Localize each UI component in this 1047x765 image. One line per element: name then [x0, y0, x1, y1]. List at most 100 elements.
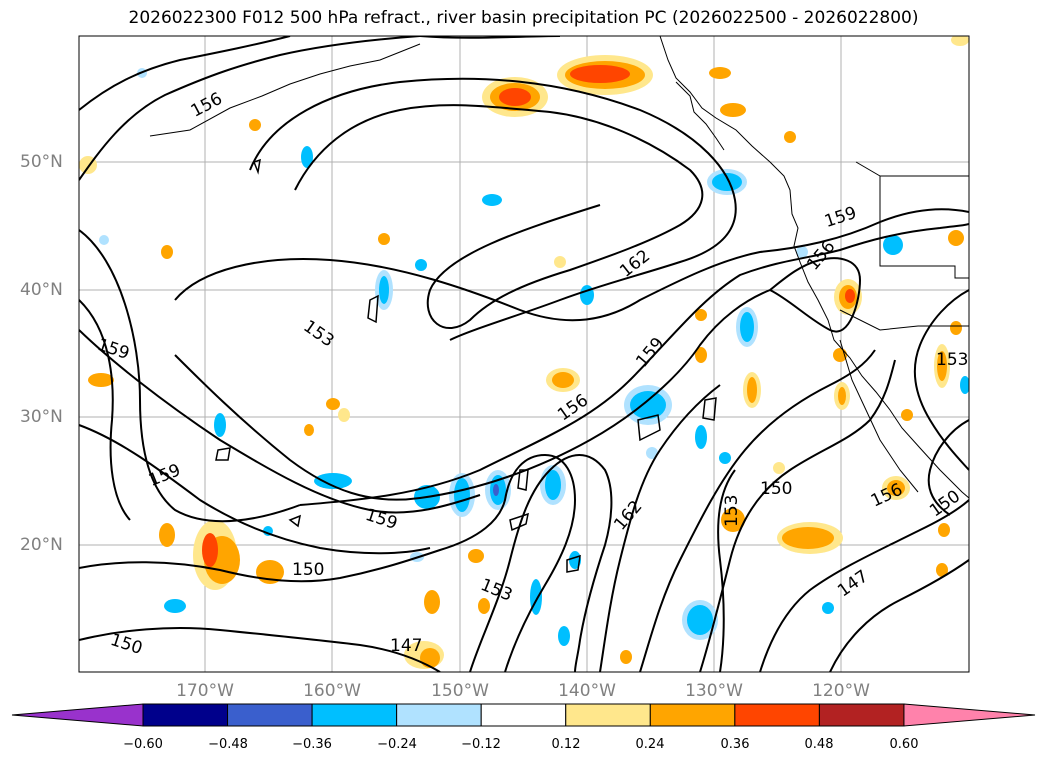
- contour-fragment: [288, 514, 302, 528]
- precip-patch: [552, 372, 574, 388]
- colorbar-swatch: [818, 703, 905, 727]
- contour-153-east: [913, 289, 969, 471]
- contour-label: 147: [390, 636, 422, 656]
- colorbar-swatch: [734, 703, 820, 727]
- contour-156-southeast: [699, 359, 896, 672]
- colorbar-swatch: [649, 703, 736, 727]
- precip-patch: [845, 289, 855, 303]
- precip-patch: [721, 508, 745, 532]
- colorbar-swatch: [142, 703, 229, 727]
- precip-patch: [950, 321, 962, 335]
- contour-156-central: [299, 223, 969, 506]
- precip-patch: [326, 398, 340, 410]
- precip-patch: [951, 36, 969, 46]
- colorbar-swatch: [396, 703, 482, 727]
- precip-patch: [782, 527, 834, 549]
- lon-label-130w: 130°W: [685, 681, 743, 701]
- precip-patch: [887, 480, 905, 496]
- precip-patch: [164, 599, 186, 613]
- contour-fragment: [517, 469, 529, 491]
- alaska-panhandle-islands: [675, 81, 725, 151]
- precip-patch: [493, 484, 499, 496]
- precip-patch: [719, 452, 731, 464]
- precip-patch: [379, 276, 389, 304]
- precip-patch: [937, 351, 947, 381]
- contour-147-southeast: [829, 559, 969, 672]
- contour-153-north: [79, 36, 291, 111]
- contour-fragment: [367, 294, 379, 324]
- contour-162-south: [599, 384, 721, 672]
- lat-label-50n: 50°N: [20, 152, 63, 172]
- precip-patch: [454, 478, 470, 512]
- colorbar-tick-label: −0.36: [292, 737, 332, 752]
- state-borders: [855, 161, 969, 279]
- precip-positive-patches: [79, 36, 969, 669]
- contour-fragments: [215, 158, 717, 573]
- lat-label-40n: 40°N: [20, 280, 63, 300]
- precip-patch: [796, 246, 808, 258]
- precip-patch: [249, 119, 261, 131]
- contour-156-west: [79, 299, 131, 521]
- precip-patch: [620, 650, 632, 664]
- colorbar-tick-label: 0.36: [720, 737, 750, 752]
- precip-patch: [948, 230, 964, 246]
- contour-159-central: [174, 289, 771, 501]
- colorbar: [11, 703, 1036, 727]
- contour-153-central: [174, 208, 969, 322]
- contour-150-southeast: [759, 499, 969, 672]
- refractivity-contours: [79, 36, 969, 672]
- colorbar-tick-label: 0.60: [889, 737, 919, 752]
- colorbar-tick-label: −0.12: [461, 737, 501, 752]
- precip-patch: [960, 376, 969, 394]
- contour-fragment: [509, 512, 529, 532]
- contour-159-southeast: [639, 349, 876, 672]
- lon-label-150w: 150°W: [431, 681, 489, 701]
- precip-patch: [570, 65, 630, 83]
- coastlines: [149, 36, 969, 499]
- precip-patch: [304, 424, 314, 436]
- precip-patch: [646, 447, 658, 459]
- precip-patch: [712, 173, 742, 191]
- precip-patch: [415, 259, 427, 271]
- precip-patch: [159, 523, 175, 547]
- colorbar-extend-max: [903, 703, 1036, 727]
- precip-patch: [314, 473, 352, 489]
- map-frame: [78, 35, 970, 673]
- contour-loop-ca: [769, 257, 862, 333]
- contour-150-south: [79, 453, 577, 672]
- lon-label-120w: 120°W: [812, 681, 870, 701]
- contour-162-north: [294, 104, 704, 330]
- precip-patch: [420, 648, 440, 668]
- precip-patch: [424, 590, 440, 614]
- colorbar-tick-label: 0.24: [635, 737, 665, 752]
- contour-fragment: [702, 397, 717, 421]
- precip-patch: [695, 309, 707, 321]
- precip-patch: [747, 377, 757, 403]
- precip-patch: [468, 549, 484, 563]
- colorbar-swatch: [311, 703, 398, 727]
- precip-patch: [936, 563, 948, 577]
- contour-159-west: [79, 229, 301, 523]
- precip-patch: [883, 235, 903, 255]
- precip-patch: [482, 194, 502, 206]
- precip-patch: [554, 256, 566, 268]
- contour-fragment: [215, 447, 231, 461]
- contour-label: 150: [760, 479, 792, 499]
- colorbar-swatch: [480, 703, 567, 727]
- contour-fragment: [253, 158, 261, 175]
- contour-label: 153: [722, 495, 742, 527]
- precip-patch: [214, 413, 226, 437]
- lat-label-30n: 30°N: [20, 407, 63, 427]
- contour-label: 150: [292, 560, 324, 580]
- precip-patch: [720, 103, 746, 117]
- precip-patch: [901, 409, 913, 421]
- precip-patch: [630, 391, 666, 419]
- aleutian-chain: [149, 43, 421, 137]
- contour-147-south: [79, 627, 441, 672]
- precip-patch: [938, 523, 950, 537]
- colorbar-tick-label: 0.12: [551, 737, 581, 752]
- precip-patch: [478, 598, 490, 614]
- contour-159-south: [79, 329, 481, 514]
- west-coast-north-america: [659, 36, 969, 499]
- precip-patch: [695, 347, 707, 363]
